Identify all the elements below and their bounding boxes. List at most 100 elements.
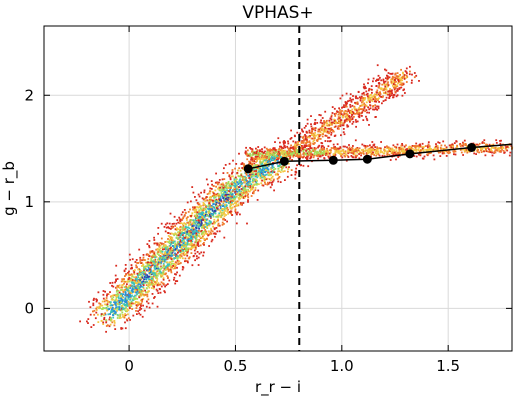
density-point xyxy=(405,74,408,77)
density-point xyxy=(377,78,380,81)
density-point xyxy=(476,149,479,152)
density-point xyxy=(248,190,251,193)
density-point xyxy=(335,112,337,115)
density-point xyxy=(109,282,112,284)
density-point xyxy=(247,196,250,199)
density-point xyxy=(221,221,224,224)
density-point xyxy=(229,176,232,179)
density-point xyxy=(317,146,319,149)
density-point xyxy=(251,157,254,159)
density-point xyxy=(336,110,338,113)
density-point xyxy=(395,150,398,152)
density-point xyxy=(214,212,217,215)
density-point xyxy=(194,259,196,262)
density-point xyxy=(243,163,245,165)
density-point xyxy=(292,148,295,150)
density-point xyxy=(366,111,368,114)
density-point xyxy=(260,170,262,173)
density-point xyxy=(161,274,164,277)
density-point xyxy=(315,153,318,156)
density-point xyxy=(134,302,136,305)
density-point xyxy=(149,261,152,264)
density-point xyxy=(378,97,380,100)
density-point xyxy=(318,149,321,152)
density-point xyxy=(401,77,404,79)
density-point xyxy=(404,152,406,155)
density-point xyxy=(351,104,354,107)
density-point xyxy=(166,275,169,277)
density-point xyxy=(394,153,397,156)
density-point xyxy=(133,296,136,299)
density-point xyxy=(151,271,153,274)
density-point xyxy=(378,94,381,97)
density-point xyxy=(346,124,349,127)
density-point xyxy=(325,134,328,137)
density-point xyxy=(128,317,130,320)
density-point xyxy=(368,89,370,92)
density-point xyxy=(344,110,347,112)
density-point xyxy=(269,171,271,174)
density-point xyxy=(395,77,397,80)
density-point xyxy=(230,212,232,215)
density-point xyxy=(186,221,189,224)
density-point xyxy=(292,154,295,157)
density-point xyxy=(286,145,289,148)
density-point xyxy=(255,174,258,177)
density-point xyxy=(184,234,187,237)
density-point xyxy=(199,212,202,215)
density-point xyxy=(346,116,349,119)
density-point xyxy=(456,146,459,149)
density-point xyxy=(259,176,262,179)
density-point xyxy=(234,176,237,179)
density-point xyxy=(395,84,398,87)
density-point xyxy=(178,274,181,277)
density-point xyxy=(298,153,300,155)
density-point xyxy=(167,248,170,250)
density-point xyxy=(409,146,411,148)
density-point xyxy=(183,232,186,234)
density-point xyxy=(309,152,312,155)
density-point xyxy=(285,166,288,169)
density-point xyxy=(125,273,127,276)
density-point xyxy=(337,116,340,118)
density-point xyxy=(149,268,151,271)
density-point xyxy=(191,264,194,267)
density-point xyxy=(460,144,463,147)
density-point xyxy=(227,181,230,183)
density-point xyxy=(156,269,159,271)
density-point xyxy=(391,94,393,97)
density-point xyxy=(307,135,310,138)
density-point xyxy=(250,189,252,191)
density-point xyxy=(195,221,198,223)
density-point xyxy=(323,157,326,160)
density-point xyxy=(182,266,185,269)
density-point xyxy=(290,137,293,139)
density-point xyxy=(354,101,356,104)
density-point xyxy=(241,162,244,164)
density-point xyxy=(344,102,347,104)
density-point xyxy=(142,256,145,259)
density-point xyxy=(157,284,160,286)
density-point xyxy=(135,279,138,282)
density-point xyxy=(262,159,265,162)
density-point xyxy=(160,274,162,277)
density-point xyxy=(477,149,480,151)
density-point xyxy=(240,191,243,194)
density-point xyxy=(272,154,275,156)
density-point xyxy=(261,171,264,174)
density-point xyxy=(182,245,185,247)
density-point xyxy=(191,228,194,231)
density-point xyxy=(275,149,278,151)
density-point xyxy=(132,299,135,302)
density-point xyxy=(488,143,491,146)
density-point xyxy=(104,290,106,293)
density-point xyxy=(224,193,227,196)
density-point xyxy=(462,154,464,156)
density-point xyxy=(364,87,367,89)
density-point xyxy=(411,147,414,150)
density-point xyxy=(373,108,376,111)
density-point xyxy=(182,216,185,219)
density-point xyxy=(299,149,302,152)
density-point xyxy=(258,152,261,155)
density-point xyxy=(153,251,156,254)
